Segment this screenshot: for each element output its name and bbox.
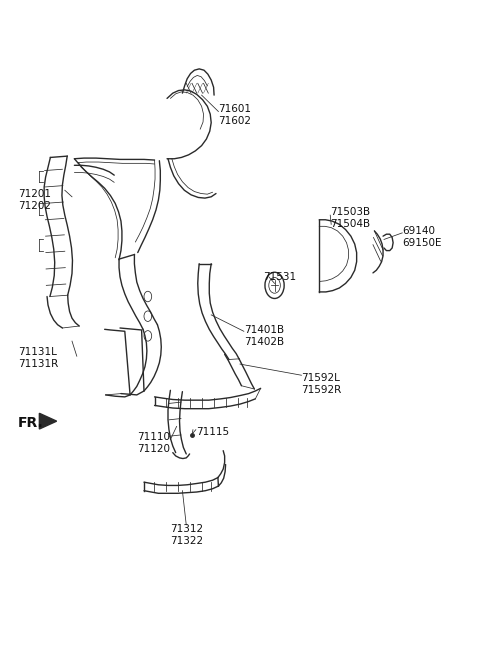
Text: FR.: FR. — [18, 416, 44, 430]
Text: 71115: 71115 — [196, 426, 229, 437]
Text: 71201
71202: 71201 71202 — [18, 189, 51, 211]
Text: 71601
71602: 71601 71602 — [218, 104, 252, 126]
Text: 71503B
71504B: 71503B 71504B — [330, 207, 371, 229]
Text: 71592L
71592R: 71592L 71592R — [301, 373, 342, 395]
Polygon shape — [39, 413, 57, 429]
Text: 71401B
71402B: 71401B 71402B — [244, 325, 284, 347]
Text: 71110
71120: 71110 71120 — [137, 432, 170, 454]
Text: 69140
69150E: 69140 69150E — [402, 226, 442, 249]
Text: 71312
71322: 71312 71322 — [169, 523, 203, 546]
Text: 71131L
71131R: 71131L 71131R — [18, 346, 59, 369]
Text: 71531: 71531 — [263, 272, 296, 282]
